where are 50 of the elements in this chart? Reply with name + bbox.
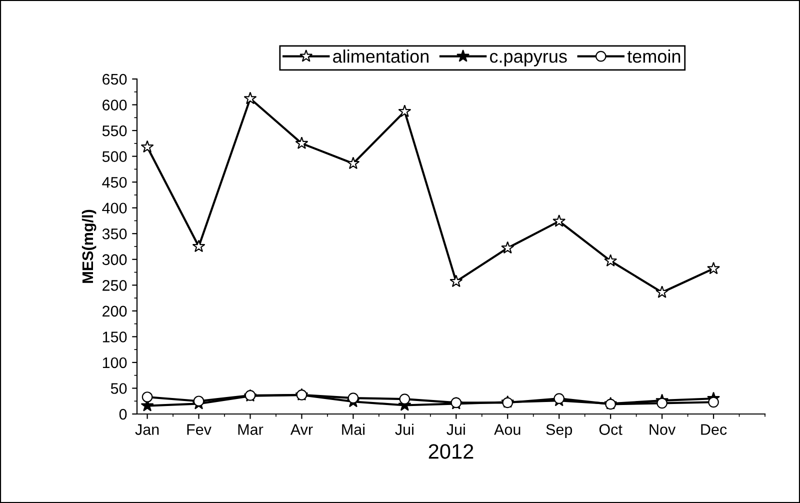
y-tick-label: 450 — [102, 176, 127, 188]
point — [450, 274, 463, 288]
point — [554, 393, 565, 404]
y-tick-label: 50 — [110, 383, 127, 394]
x-tick-label: Jan — [135, 424, 159, 435]
y-tick-label: 100 — [102, 357, 127, 368]
y-tick-label: 250 — [102, 280, 127, 291]
x-tick-label: Fev — [187, 424, 212, 435]
y-tick-label: 600 — [102, 100, 127, 110]
point — [656, 286, 669, 298]
legend-label: alimentation — [333, 50, 428, 63]
x-tick-label: Oct — [599, 424, 622, 435]
point — [140, 140, 154, 153]
point — [193, 396, 204, 407]
x-tick-label: Sep — [546, 424, 572, 438]
y-tick-label: 650 — [102, 74, 127, 85]
point — [244, 92, 257, 104]
legend-label: c.papyrus — [490, 52, 567, 66]
x-tick-label: Avr — [290, 424, 313, 435]
x-tick-label: Jui — [395, 424, 414, 435]
y-axis-title: MES(mg/l) — [82, 210, 96, 283]
x-axis-title: 2012 — [428, 444, 474, 459]
point — [656, 398, 668, 409]
point — [707, 262, 720, 274]
point — [501, 241, 514, 254]
y-tick-label: 500 — [102, 151, 127, 162]
x-tick-label: Dec — [701, 424, 727, 435]
y-tick-label: 150 — [102, 332, 127, 342]
y-tick-label: 0 — [119, 408, 127, 420]
x-tick-label: Jui — [446, 424, 465, 435]
point — [348, 392, 359, 404]
point — [604, 254, 618, 267]
y-tick-label: 300 — [102, 254, 127, 266]
x-tick-label: Mai — [342, 424, 364, 435]
x-tick-label: Mar — [238, 424, 264, 435]
y-tick-label: 350 — [102, 228, 127, 240]
point — [142, 392, 153, 402]
x-tick-label: Aou — [494, 424, 520, 435]
legend-label: temoin — [627, 50, 680, 63]
y-tick-label: 400 — [102, 202, 127, 214]
point — [192, 240, 206, 252]
point — [708, 396, 719, 408]
x-tick-label: Nov — [650, 424, 676, 435]
point — [398, 104, 412, 118]
y-tick-label: 200 — [102, 306, 127, 317]
point — [399, 394, 410, 404]
y-tick-label: 550 — [102, 125, 127, 136]
point — [346, 156, 360, 170]
point — [552, 214, 566, 227]
point — [295, 136, 308, 150]
